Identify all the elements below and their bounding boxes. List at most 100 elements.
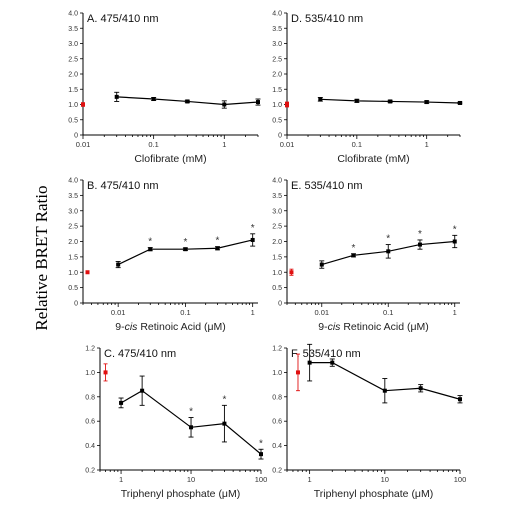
panel-f-y-tick-label: 0.4	[272, 443, 282, 450]
panel-f-x-axis-label: Triphenyl phosphate (μM)	[314, 488, 433, 500]
panel-c-y-tick-label: 0.8	[85, 394, 95, 401]
panel-c-x-axis-label: Triphenyl phosphate (μM)	[121, 488, 240, 500]
panel-d-y-tick-label: 4.0	[272, 11, 282, 18]
panel-b-significance-marker: *	[216, 236, 220, 247]
panel-e-y-tick-label: 0.5	[272, 285, 282, 292]
panel-c-x-tick-label: 100	[255, 475, 268, 484]
panel-e-x-tick-label: 0.01	[314, 308, 329, 317]
panel-e-data-point	[386, 249, 391, 254]
panel-c-y-tick-label: 0.6	[85, 419, 95, 426]
panel-c-title: C. 475/410 nm	[104, 348, 176, 360]
panel-e-y-tick-label: 1.0	[272, 270, 282, 277]
panel-f-y-tick-label: 0.6	[272, 419, 282, 426]
panel-e-significance-marker: *	[386, 234, 390, 245]
panel-e-y-tick-label: 1.5	[272, 254, 282, 261]
panel-e-significance-marker: *	[453, 224, 457, 235]
panel-d-data-point	[424, 100, 429, 105]
panel-b-data-point	[215, 246, 220, 251]
panel-a-data-point	[185, 99, 190, 104]
panel-e-data-point	[452, 239, 457, 244]
panel-b-y-tick-label: 2.5	[68, 224, 78, 231]
panel-e-data-point	[319, 262, 324, 267]
panel-c-x-tick-label: 1	[119, 475, 123, 484]
panel-f-y-tick-label: 1.0	[272, 370, 282, 377]
panel-b-x-axis-label: 9-cis Retinoic Acid (μM)	[115, 321, 226, 333]
panel-d-y-tick-label: 1.5	[272, 87, 282, 94]
panel-f-x-tick-label: 1	[308, 475, 312, 484]
panel-d-data-point	[354, 98, 359, 103]
panel-e-x-axis-label: 9-cis Retinoic Acid (μM)	[318, 321, 429, 333]
panel-b-x-tick-label: 1	[251, 308, 255, 317]
panel-c-data-point	[119, 400, 124, 405]
panel-c-significance-marker: *	[222, 394, 226, 405]
panel-e-y-tick-label: 2.5	[272, 224, 282, 231]
panel-c-significance-marker: *	[189, 407, 193, 418]
panel-d-y-tick-label: 3.5	[272, 26, 282, 33]
panel-f-x-tick-label: 100	[454, 475, 467, 484]
panel-a-y-tick-label: 0	[74, 133, 78, 140]
panel-a-data-point	[256, 100, 260, 105]
panel-f-y-tick-label: 1.2	[272, 346, 282, 353]
panel-e-significance-marker: *	[352, 243, 356, 254]
panel-a-x-tick-label: 1	[222, 140, 226, 149]
panel-b-y-tick-label: 0	[74, 301, 78, 308]
panel-c-data-point	[140, 388, 145, 393]
panel-d: 0 0.5 1.0 1.5 2.0 2.5 3.0 3.5 4.0 0.01 0.1 1 D. 535/…	[272, 11, 463, 165]
panel-c-y-tick-label: 0.4	[85, 443, 95, 450]
panel-b-data-point	[148, 247, 153, 252]
panel-b-control-point	[85, 270, 90, 275]
panel-c-y-tick-label: 1.0	[85, 370, 95, 377]
panel-a-y-tick-label: 1.5	[68, 87, 78, 94]
panel-f-data-point	[382, 388, 387, 393]
panel-a-data-point	[222, 102, 227, 107]
panel-e-title: E. 535/410 nm	[291, 180, 363, 192]
panel-b-significance-marker: *	[148, 237, 152, 248]
panel-d-y-tick-label: 0.5	[272, 117, 282, 124]
panel-d-data-point	[318, 97, 323, 102]
panel-e: 0 0.5 1.0 1.5 2.0 2.5 3.0 3.5 4.0 0.01 0.1 1 E. 535/…	[272, 178, 460, 333]
panel-a-x-tick-label: 0.1	[148, 140, 158, 149]
panel-d-x-tick-label: 0.1	[352, 140, 362, 149]
panel-c-control-point	[103, 370, 108, 375]
panel-e-x-tick-label: 0.1	[383, 308, 393, 317]
panel-b-data-point	[116, 262, 121, 267]
panel-a-y-tick-label: 2.5	[68, 56, 78, 63]
panel-b-title: B. 475/410 nm	[87, 180, 159, 192]
panel-a-control-point	[81, 102, 85, 107]
panel-e-y-tick-label: 3.0	[272, 208, 282, 215]
panel-d-y-tick-label: 2.5	[272, 56, 282, 63]
panel-b-y-tick-label: 3.5	[68, 193, 78, 200]
panel-d-x-axis-label: Clofibrate (mM)	[337, 153, 409, 165]
panel-b-data-point	[250, 237, 255, 242]
panel-d-control-point	[285, 102, 289, 107]
panel-b: 0 0.5 1.0 1.5 2.0 2.5 3.0 3.5 4.0 0.01 0.1 1 B. 475/…	[68, 178, 258, 333]
panels: 0 0.5 1.0 1.5 2.0 2.5 3.0 3.5 4.0 0.01 0.1 1 A. 475/…	[68, 11, 466, 501]
panel-b-significance-marker: *	[183, 237, 187, 248]
panel-d-y-tick-label: 2.0	[272, 72, 282, 79]
panel-a-title: A. 475/410 nm	[87, 13, 159, 25]
panel-f-title: F. 535/410 nm	[291, 348, 361, 360]
panel-d-data-point	[458, 100, 462, 105]
panel-a-data-point	[114, 94, 119, 99]
panel-a-x-tick-label: 0.01	[76, 140, 91, 149]
panel-f-data-point	[418, 386, 423, 391]
panel-d-y-tick-label: 0	[278, 133, 282, 140]
panel-e-data-point	[351, 253, 356, 258]
panel-f-control-point	[295, 370, 300, 375]
panel-c-data-point	[259, 452, 263, 457]
panel-b-y-tick-label: 1.0	[68, 270, 78, 277]
panel-f-data-point	[307, 360, 312, 365]
panel-b-y-tick-label: 0.5	[68, 285, 78, 292]
panel-d-data-point	[388, 99, 393, 104]
panel-f-y-tick-label: 0.2	[272, 468, 282, 475]
panel-d-x-tick-label: 1	[425, 140, 429, 149]
panel-f: 0.2 0.4 0.6 0.8 1.0 1.2 1 10 100 F. 535/410 nm Tri…	[272, 343, 467, 500]
panel-c-y-tick-label: 0.2	[85, 468, 95, 475]
panel-e-y-tick-label: 3.5	[272, 193, 282, 200]
panel-b-y-tick-label: 3.0	[68, 208, 78, 215]
panel-f-y-tick-label: 0.8	[272, 394, 282, 401]
panel-a-y-tick-label: 3.0	[68, 41, 78, 48]
panel-f-x-tick-label: 10	[381, 475, 389, 484]
panel-f-data-point	[458, 397, 462, 402]
panel-b-y-tick-label: 2.0	[68, 239, 78, 246]
